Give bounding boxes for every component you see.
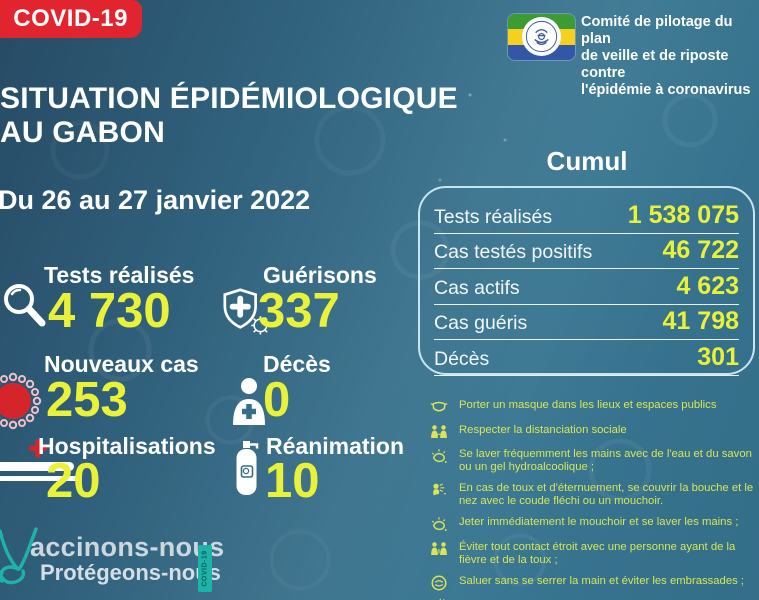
sneeze-elbow-icon [433, 483, 446, 496]
cumul-row-tests: Tests réalisés 1 538 075 [434, 198, 739, 234]
vaccinons-nous-text: accinons-nous [30, 532, 225, 562]
avoid-contact-icon [431, 542, 447, 555]
gabon-seal-icon [521, 16, 562, 57]
advice-item-avoid-contact: Éviter tout contact étroit avec une pers… [430, 541, 754, 568]
stat-value-tests: 4 730 [48, 284, 171, 338]
stat-label-nouveaux-cas: Nouveaux cas [44, 351, 199, 377]
page-title-line1: SITUATION ÉPIDÉMIOLOGIQUE [0, 82, 458, 115]
cumul-panel: Tests réalisés 1 538 075 Cas testés posi… [418, 186, 755, 376]
cumul-row-label: Décès [434, 347, 490, 370]
advice-item-sneeze: En cas de toux et d'éternuement, se couv… [430, 482, 754, 509]
stat-value-reanimation: 10 [265, 454, 320, 508]
committee-text: Comité de pilotage du plan de veille et … [581, 14, 759, 100]
stat-label-tests: Tests réalisés [44, 262, 195, 288]
committee-line: Comité de pilotage du plan [581, 14, 733, 48]
oxygen-tank-icon [236, 441, 259, 495]
advice-item-distance: Respecter la distanciation sociale [430, 424, 754, 441]
advice-text: Saluer sans se serrer la main et éviter … [459, 574, 745, 587]
cumul-row-value: 41 798 [662, 307, 739, 335]
advice-item-wash-hands: Se laver fréquemment les mains avec de l… [430, 448, 754, 475]
advice-list: Porter un masque dans les lieux et espac… [430, 399, 754, 600]
cumul-row-label: Cas guéris [434, 312, 528, 334]
advice-text: Porter un masque dans les lieux et espac… [459, 399, 717, 411]
committee-line: de veille et de riposte contre [581, 48, 729, 82]
shield-cross-virus-icon [223, 288, 270, 335]
stat-label-reanimation: Réanimation [266, 433, 405, 459]
stat-value-guerisons: 337 [258, 284, 340, 338]
protegeons-nous-text: Protégeons-nous [40, 560, 221, 585]
virus-icon [0, 372, 42, 430]
covid19-vertical-badge-label: COVID-19 [201, 550, 209, 587]
hospital-bed-icon [0, 439, 82, 490]
covid19-vertical-badge: COVID-19 [198, 545, 212, 592]
stat-value-nouveaux-cas: 253 [46, 373, 128, 427]
cumul-row-label: Tests réalisés [434, 205, 553, 228]
hand-wash-icon [431, 517, 447, 532]
advice-text: Jeter immédiatement le mouchoir et se la… [459, 516, 739, 529]
cumul-title: Cumul [546, 146, 628, 176]
advice-text: Se laver fréquemment les mains avec de l… [459, 448, 752, 474]
report-period: Du 26 au 27 janvier 2022 [0, 185, 311, 215]
cumul-row-positifs: Cas testés positifs 46 722 [434, 234, 739, 269]
stat-label-guerisons: Guérisons [263, 262, 377, 288]
cumul-row-actifs: Cas actifs 4 623 [434, 269, 739, 305]
advice-text: Respecter la distanciation sociale [459, 423, 627, 436]
magnifier-icon [4, 284, 46, 327]
covid19-banner: COVID-19 [0, 0, 142, 38]
stat-label-deces: Décès [263, 351, 331, 377]
hand-wash-icon [431, 449, 447, 463]
advice-item-tissue: Jeter immédiatement le mouchoir et se la… [430, 516, 754, 533]
stat-value-hospitalisations: 20 [46, 454, 101, 508]
advice-item-mask: Porter un masque dans les lieux et espac… [430, 399, 754, 416]
peace-hand-v-icon [0, 527, 38, 585]
page-title: SITUATION ÉPIDÉMIOLOGIQUE AU GABON [0, 82, 458, 150]
cumul-row-value: 1 538 075 [627, 200, 739, 229]
mask-icon [430, 401, 448, 412]
cumul-row-label: Cas testés positifs [434, 241, 593, 263]
stat-value-deces: 0 [263, 373, 291, 427]
committee-line: l'épidémie à coronavirus [581, 82, 751, 99]
page-title-line2: AU GABON [0, 115, 165, 149]
cumul-row-deces: Décès 301 [434, 340, 739, 376]
advice-text: Éviter tout contact étroit avec une pers… [459, 540, 736, 567]
social-distance-icon [431, 424, 447, 438]
person-cross-icon [233, 378, 265, 425]
cumul-row-value: 46 722 [662, 236, 739, 264]
advice-item-greeting: Saluer sans se serrer la main et éviter … [430, 575, 754, 592]
advice-text: En cas de toux et d'éternuement, se couv… [459, 482, 754, 508]
cumul-row-value: 301 [697, 342, 739, 371]
cumul-row-label: Cas actifs [434, 276, 520, 299]
cumul-row-gueris: Cas guéris 41 798 [434, 305, 739, 340]
covid19-banner-label: COVID-19 [13, 5, 128, 32]
cumul-row-value: 4 623 [676, 271, 739, 300]
stat-label-hospitalisations: Hospitalisations [38, 433, 216, 459]
no-handshake-icon [431, 575, 447, 591]
